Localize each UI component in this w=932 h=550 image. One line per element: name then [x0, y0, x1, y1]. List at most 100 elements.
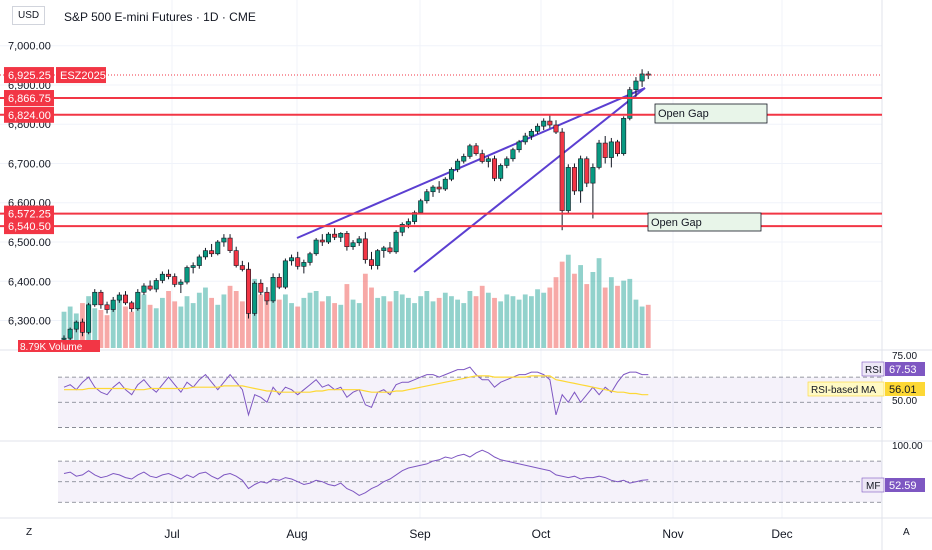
volume-bar: [276, 299, 282, 348]
candle-body: [159, 273, 165, 281]
candle-body: [104, 304, 110, 310]
volume-bar: [375, 297, 381, 348]
candle-body: [172, 276, 178, 285]
candle-body: [123, 294, 129, 304]
volume-bar: [92, 308, 98, 348]
volume-bar: [196, 292, 202, 348]
candle-body: [264, 291, 270, 302]
candle-body: [178, 281, 184, 285]
volume-bar: [338, 304, 344, 348]
volume-bar: [510, 296, 516, 348]
volume-bar: [221, 294, 227, 348]
time-tick-label: Dec: [771, 527, 792, 541]
volume-bar: [67, 306, 73, 348]
volume-bar: [264, 297, 270, 348]
rsi-ma-line: [64, 375, 649, 396]
candle-body: [553, 124, 559, 133]
auto-scale-button[interactable]: A: [903, 527, 910, 538]
volume-bar: [590, 272, 596, 348]
volume-bar: [455, 299, 460, 348]
level-lines: [0, 74, 882, 228]
volume-tag-bg: [18, 340, 100, 352]
volume-bar: [473, 296, 479, 348]
time-axis[interactable]: Jul Aug Sep Oct Nov Dec: [164, 527, 792, 541]
candle-body: [196, 256, 202, 266]
currency-button[interactable]: USD: [12, 6, 46, 25]
candle-body: [344, 233, 350, 248]
volume-bar: [283, 294, 288, 348]
volume-bar: [393, 291, 399, 348]
candle-body: [79, 321, 85, 333]
candle-body: [276, 277, 282, 288]
volume-bar: [160, 297, 165, 348]
candle-body: [381, 247, 387, 251]
volume-bar: [541, 292, 547, 348]
candle-body: [147, 285, 153, 290]
candle-body: [639, 73, 645, 82]
candle-body: [565, 167, 571, 211]
volume-bar: [442, 292, 448, 348]
volume-bar: [485, 292, 491, 348]
candle-body: [116, 294, 122, 301]
candle-body: [295, 257, 301, 267]
volume-bar: [110, 303, 116, 348]
time-tick-label: Sep: [409, 527, 431, 541]
volume-bar: [289, 303, 294, 348]
rsi-ma-value: 56.01: [889, 384, 917, 396]
volume-bar: [645, 304, 651, 348]
candle-body: [498, 165, 504, 179]
candle-body: [135, 291, 141, 310]
volume-bar: [135, 300, 141, 348]
volume-bar: [596, 258, 602, 348]
volume-bar: [615, 285, 620, 348]
level-label: 6,824.00: [8, 110, 51, 122]
last-price-label: 6,925.25: [8, 70, 51, 82]
mfi-tick-label: 100.00: [892, 441, 923, 452]
volume-bar: [584, 284, 590, 348]
candle-body: [535, 125, 541, 132]
volume-bar: [406, 297, 411, 348]
rsi-ma-tag-bg: [807, 381, 885, 397]
open-gap-label: Open Gap: [658, 108, 709, 120]
candle-body: [356, 238, 362, 244]
price-tick-label: 6,500.00: [8, 237, 51, 249]
candle-body: [350, 242, 356, 248]
volume-bar: [547, 287, 553, 348]
volume-bar: [492, 297, 497, 348]
time-tick-label: Oct: [532, 527, 551, 541]
volume-bar: [233, 291, 239, 348]
candle-body: [233, 250, 239, 266]
price-tick-label: 6,400.00: [8, 276, 51, 288]
candle-body: [528, 130, 534, 137]
volume-bar: [344, 284, 350, 348]
candle-body: [221, 237, 227, 243]
candle-body: [338, 233, 344, 238]
volume-bar: [258, 294, 264, 348]
volume-bar: [498, 301, 504, 348]
volume-bar: [424, 291, 430, 348]
volume-bar: [461, 303, 467, 348]
chart-title: S&P 500 E-mini Futures · 1D · CME: [64, 10, 256, 24]
volume-bar: [350, 299, 356, 348]
rsi-tick-label: 50.00: [892, 396, 917, 407]
volume-bar: [153, 308, 159, 348]
volume-bar: [381, 296, 387, 348]
rsi-tag-bg: [861, 361, 885, 377]
candle-body: [455, 160, 461, 170]
volume-bar: [301, 297, 307, 348]
mfi-label: MF: [866, 481, 880, 492]
timezone-button[interactable]: Z: [26, 527, 33, 538]
volume-bar: [141, 294, 147, 348]
price-axis[interactable]: 6,300.006,400.006,500.006,600.006,700.00…: [8, 41, 51, 328]
candle-body: [516, 141, 522, 151]
volume-bar: [362, 273, 368, 348]
level-label-bg: [4, 106, 54, 123]
level-label-bg: [4, 218, 54, 235]
volume-bar: [553, 277, 559, 348]
volume-bar: [307, 292, 313, 348]
candle-body: [418, 200, 424, 213]
time-tick-label: Nov: [662, 527, 683, 541]
volume-bar: [449, 296, 454, 348]
time-tick-label: Jul: [164, 527, 179, 541]
